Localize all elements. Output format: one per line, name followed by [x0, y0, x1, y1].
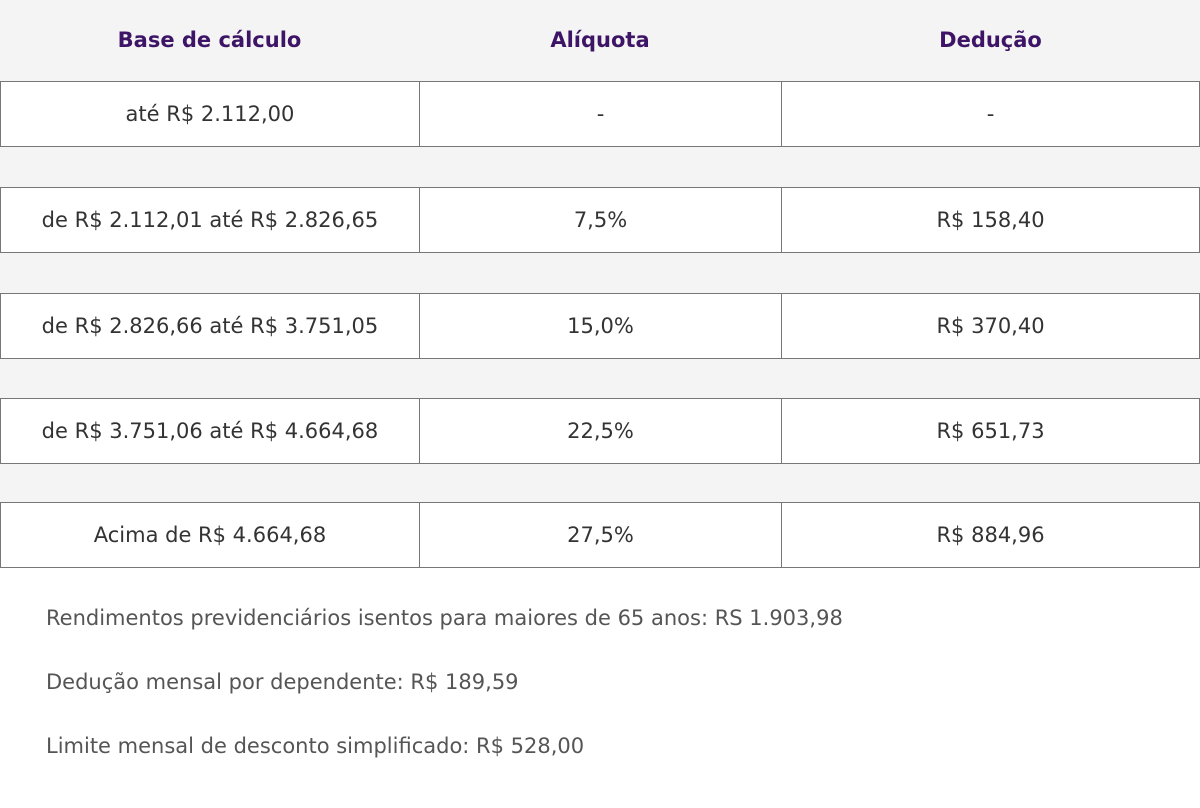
table-cell: - [418, 82, 781, 146]
table-cell: de R$ 2.112,01 até R$ 2.826,65 [41, 208, 379, 232]
tax-table: Base de cálculo Alíquota Dedução até R$ 2.1… [0, 0, 1200, 568]
table-cell: Acima de R$ 4.664,68 [93, 523, 327, 547]
table-cell: R$ 651,73 [781, 399, 1199, 463]
table-row: de R$ 3.751,06 até R$ 4.664,68 22,5% R$ 65… [0, 398, 1200, 464]
table-row: Acima de R$ 4.664,68 27,5% R$ 884,96 [0, 502, 1200, 568]
column-header: Base de cálculo [117, 28, 302, 52]
table-cell: R$ 884,96 [781, 503, 1199, 567]
column-header: Alíquota [550, 28, 650, 52]
table-cell: R$ 158,40 [781, 188, 1199, 252]
table-cell: 7,5% [418, 188, 781, 252]
note: Dedução mensal por dependente: R$ 189,59 [46, 670, 519, 694]
table-cell: até R$ 2.112,00 [125, 102, 295, 126]
table-cell: 15,0% [418, 294, 781, 358]
table-row: de R$ 2.112,01 até R$ 2.826,65 7,5% R$ 158… [0, 187, 1200, 253]
table-row: de R$ 2.826,66 até R$ 3.751,05 15,0% R$ 37… [0, 293, 1200, 359]
table-cell: 22,5% [418, 399, 781, 463]
table-cell: R$ 370,40 [781, 294, 1199, 358]
table-cell: de R$ 3.751,06 até R$ 4.664,68 [41, 419, 379, 443]
note: Limite mensal de desconto simplificado: … [46, 734, 585, 758]
table-cell: de R$ 2.826,66 até R$ 3.751,05 [41, 314, 379, 338]
table-cell: 27,5% [418, 503, 781, 567]
column-header: Dedução [939, 28, 1042, 52]
table-row: até R$ 2.112,00 - - [0, 81, 1200, 147]
table-cell: - [781, 82, 1199, 146]
note: Rendimentos previdenciários isentos para… [46, 606, 843, 630]
